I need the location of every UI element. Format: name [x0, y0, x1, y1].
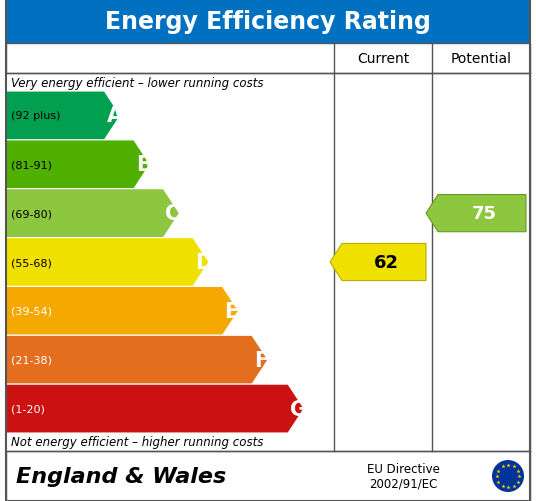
- Text: (92 plus): (92 plus): [11, 111, 61, 121]
- Text: Energy Efficiency Rating: Energy Efficiency Rating: [105, 10, 431, 34]
- Polygon shape: [6, 189, 180, 238]
- Polygon shape: [6, 92, 121, 141]
- Text: EU Directive: EU Directive: [367, 462, 440, 475]
- Polygon shape: [330, 244, 426, 281]
- Text: (39-54): (39-54): [11, 306, 52, 316]
- Text: A: A: [107, 106, 123, 126]
- Text: D: D: [195, 253, 212, 273]
- Bar: [6, 44, 530, 74]
- Polygon shape: [6, 238, 209, 287]
- Text: F: F: [254, 350, 268, 370]
- Polygon shape: [426, 195, 526, 232]
- Polygon shape: [6, 141, 150, 189]
- Text: Very energy efficient – lower running costs: Very energy efficient – lower running co…: [11, 76, 264, 89]
- Text: B: B: [136, 155, 152, 175]
- Text: Potential: Potential: [450, 52, 511, 66]
- Text: (1-20): (1-20): [11, 404, 45, 414]
- Text: Not energy efficient – higher running costs: Not energy efficient – higher running co…: [11, 436, 263, 448]
- Text: 75: 75: [472, 205, 496, 223]
- Polygon shape: [6, 384, 304, 433]
- Polygon shape: [6, 287, 239, 336]
- Bar: [6, 74, 530, 451]
- Text: England & Wales: England & Wales: [16, 466, 226, 486]
- Text: E: E: [225, 301, 239, 321]
- Text: 2002/91/EC: 2002/91/EC: [369, 476, 437, 489]
- Bar: [6, 0, 530, 44]
- Text: Current: Current: [357, 52, 409, 66]
- Polygon shape: [6, 336, 268, 384]
- Bar: [6, 451, 530, 501]
- Text: (21-38): (21-38): [11, 355, 52, 365]
- Text: (81-91): (81-91): [11, 160, 52, 170]
- Text: (69-80): (69-80): [11, 209, 52, 219]
- Circle shape: [492, 460, 524, 492]
- Text: C: C: [166, 204, 181, 223]
- Text: 62: 62: [374, 254, 398, 272]
- Text: G: G: [290, 399, 307, 419]
- Text: (55-68): (55-68): [11, 258, 52, 268]
